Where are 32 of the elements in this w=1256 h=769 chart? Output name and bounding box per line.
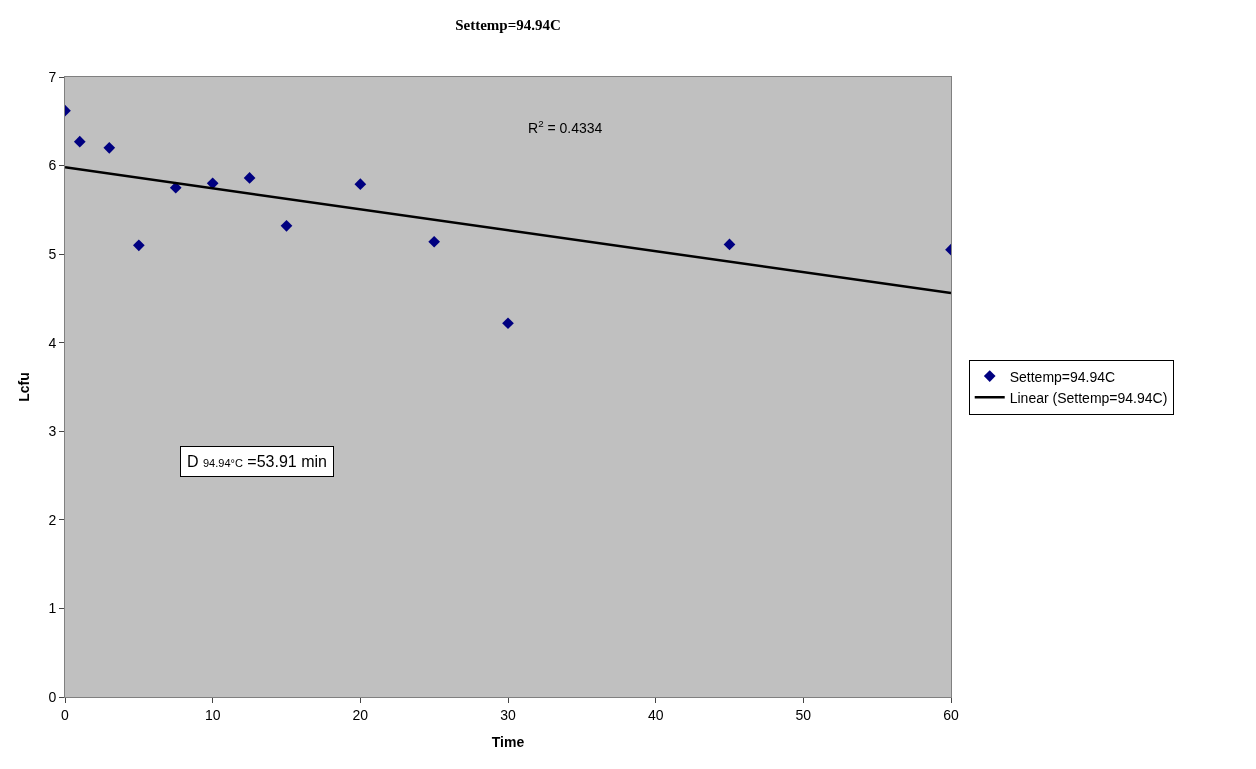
legend-label: Settemp=94.94C [1009,368,1116,385]
y-axis-title: Lcfu [16,372,32,402]
y-tick-label: 7 [48,68,57,85]
x-tick-label: 50 [795,706,812,723]
point [502,317,514,330]
y-tick-label: 3 [48,423,57,440]
annotation: D 94.94°C =53.91 min [187,453,327,470]
y-tick-label: 4 [48,334,57,351]
legend-label: Linear (Settemp=94.94C) [1009,389,1168,406]
point [354,178,367,191]
y-tick-label: 0 [48,688,57,705]
chart-title: Settemp=94.94C [455,16,561,33]
y-tick-label: 5 [48,246,57,263]
x-tick-label: 40 [647,706,664,723]
point [132,239,145,252]
x-tick-label: 0 [61,706,70,723]
point [169,181,182,194]
point [723,238,736,251]
point [280,219,293,232]
point [73,135,86,148]
y-tick-label: 2 [48,511,57,528]
x-tick-label: 20 [352,706,369,723]
x-tick-label: 30 [500,706,516,723]
annotation: R$^{2}$ = 0.4334 [528,118,603,136]
x-tick-label: 60 [943,706,959,723]
x-tick-label: 10 [204,706,221,723]
point [243,172,256,184]
y-tick-label: 1 [48,600,57,617]
point [428,235,441,248]
x-axis-title: Time [491,734,525,751]
y-tick-label: 6 [48,157,57,174]
point [103,142,116,154]
